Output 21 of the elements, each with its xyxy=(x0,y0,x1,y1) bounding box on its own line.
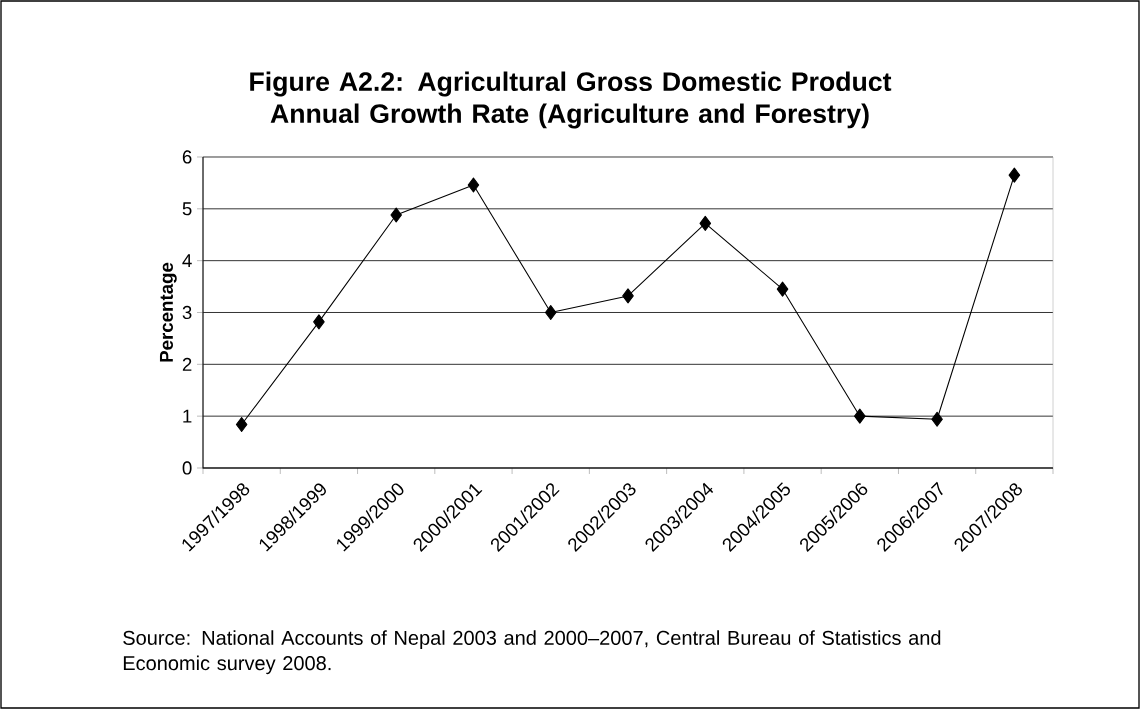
point xyxy=(544,304,557,321)
y-tick-label: 0 xyxy=(182,461,192,475)
point xyxy=(931,411,943,427)
point xyxy=(622,288,634,304)
y-tick-label: 2 xyxy=(182,357,192,371)
point xyxy=(776,281,789,297)
point xyxy=(1008,167,1021,183)
y-tick-label: 1 xyxy=(183,409,192,423)
point xyxy=(699,215,712,231)
y-axis-title: Percentage xyxy=(159,262,177,362)
point xyxy=(854,408,866,424)
chart-title: Figure A2.2: Agricultural Gross Domestic Product Annual Growth Rate (Agriculture and Forestry) xyxy=(250,71,892,129)
y-tick-label: 6 xyxy=(182,150,192,164)
point xyxy=(390,207,402,223)
point xyxy=(467,177,480,193)
y-tick-label: 5 xyxy=(182,202,192,216)
y-tick-label: 4 xyxy=(182,254,192,268)
source-note: Source: National Accounts of Nepal 2003 and 2000–2007, Central Bureau of Statistics and Economic survey 2008. xyxy=(123,630,941,675)
point xyxy=(235,416,248,432)
point xyxy=(313,314,325,330)
y-tick-label: 3 xyxy=(182,305,192,320)
